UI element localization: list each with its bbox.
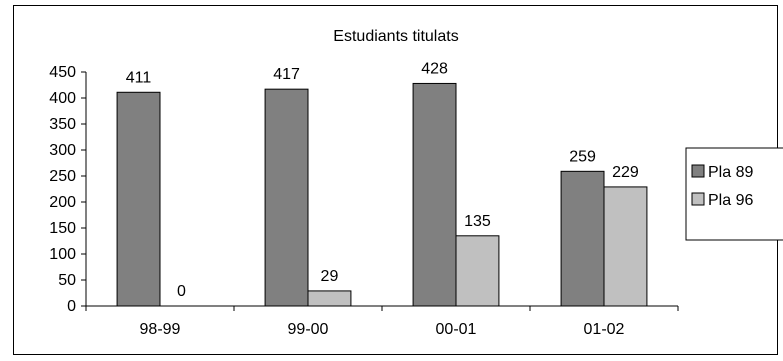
bars: 411 0 417 29 428 135 259 229: [116, 60, 648, 307]
bar: [560, 170, 605, 307]
chart-title: Estudiants titulats: [333, 28, 458, 45]
data-label: 135: [464, 213, 491, 230]
y-axis: 0 50 100 150 200 250 300 350 400 450: [49, 64, 87, 315]
bar: [603, 186, 648, 307]
bar: [307, 290, 352, 307]
x-tick-label: 00-01: [436, 321, 477, 338]
bar: [455, 235, 500, 307]
data-label: 411: [126, 69, 152, 86]
legend-swatch: [691, 164, 705, 178]
y-tick-label: 50: [58, 272, 76, 289]
data-label: 428: [421, 60, 448, 77]
y-tick-label: 250: [49, 168, 76, 185]
y-tick-label: 450: [49, 64, 76, 81]
data-label: 259: [569, 148, 596, 165]
y-tick-label: 100: [49, 246, 76, 263]
bar: [412, 82, 457, 307]
data-label: 417: [273, 66, 300, 83]
y-tick-label: 350: [49, 116, 76, 133]
y-tick-label: 400: [49, 90, 76, 107]
x-axis: 98-99 99-00 00-01 01-02: [85, 305, 679, 338]
y-tick-label: 300: [49, 142, 76, 159]
y-tick-label: 0: [67, 298, 76, 315]
legend-swatch: [691, 192, 705, 206]
data-label: 229: [612, 164, 639, 181]
y-tick-label: 200: [49, 194, 76, 211]
legend-label: Pla 96: [708, 192, 753, 209]
x-tick-label: 01-02: [584, 321, 625, 338]
bar: [116, 91, 161, 307]
x-tick-label: 99-00: [288, 321, 329, 338]
legend-label: Pla 89: [708, 164, 753, 181]
bar: [264, 88, 309, 307]
data-label: 29: [321, 268, 339, 285]
x-tick-label: 98-99: [140, 321, 181, 338]
legend: Pla 89 Pla 96: [685, 147, 783, 241]
data-label: 0: [177, 283, 186, 300]
y-tick-label: 150: [49, 220, 76, 237]
